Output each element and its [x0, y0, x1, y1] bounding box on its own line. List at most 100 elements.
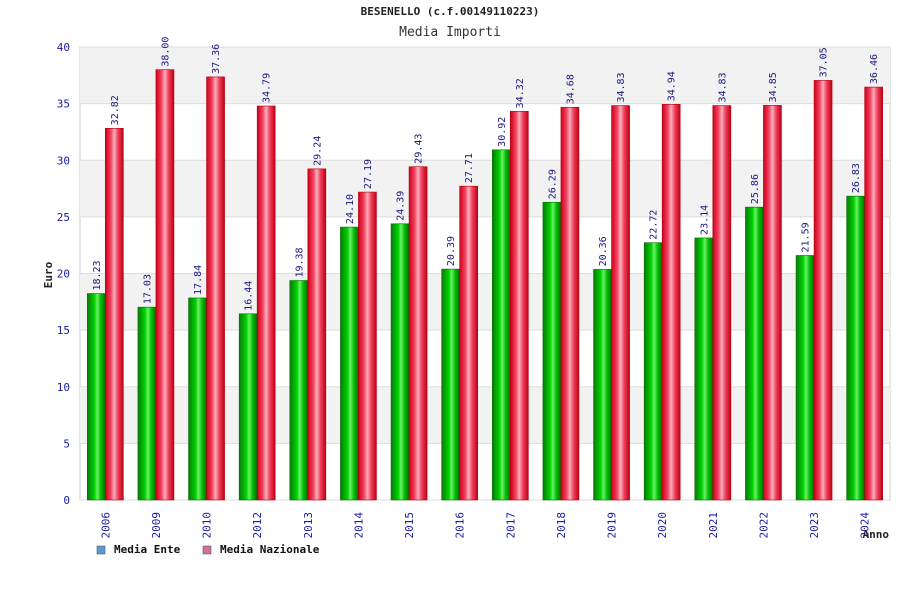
value-label: 18.23 — [92, 260, 103, 290]
value-label: 29.24 — [312, 136, 323, 166]
bar-media-ente-2016 — [441, 268, 460, 501]
chart-subtitle: Media Importi — [399, 25, 501, 40]
value-label: 34.83 — [717, 72, 728, 102]
value-label: 25.86 — [750, 174, 761, 204]
value-label: 30.92 — [497, 117, 508, 147]
legend-label-media-ente: Media Ente — [114, 543, 181, 556]
x-tick-label: 2015 — [403, 512, 416, 539]
bar-media-nazionale-2017 — [510, 111, 529, 501]
value-label: 17.03 — [142, 274, 153, 304]
bar-media-nazionale-2023 — [813, 80, 833, 501]
bar-media-nazionale-2021 — [712, 105, 732, 501]
bar-media-ente-2021 — [694, 237, 714, 501]
value-labels: 18.23 32.82 17.03 38.00 17.84 37.36 16.44 34.79… — [92, 37, 880, 311]
bar-media-nazionale-2013 — [307, 168, 327, 501]
value-label: 34.32 — [515, 78, 526, 108]
value-label: 27.19 — [363, 159, 374, 189]
bar-media-ente-2020 — [643, 242, 663, 501]
x-tick-label: 2019 — [606, 512, 619, 539]
value-label: 37.05 — [819, 47, 830, 77]
value-label: 38.00 — [160, 37, 171, 67]
value-label: 24.39 — [396, 191, 407, 221]
value-label: 36.46 — [869, 54, 880, 84]
value-label: 19.38 — [294, 247, 305, 277]
bar-media-ente-2022 — [745, 206, 764, 501]
x-tick-label: 2014 — [352, 512, 365, 539]
value-label: 29.43 — [414, 134, 425, 164]
x-tick-label: 2020 — [656, 512, 669, 539]
x-tick-label: 2024 — [859, 512, 872, 539]
value-label: 24.10 — [345, 194, 356, 224]
bar-media-ente-2013 — [289, 280, 309, 501]
legend-label-media-nazionale: Media Nazionale — [220, 543, 320, 556]
value-label: 34.83 — [616, 72, 627, 102]
value-label: 37.36 — [211, 44, 222, 74]
x-tick-label: 2012 — [251, 512, 264, 539]
y-tick-label: 20 — [57, 268, 70, 281]
bar-media-nazionale-2012 — [256, 105, 276, 501]
x-tick-label: 2009 — [150, 512, 163, 539]
y-tick-label: 40 — [57, 41, 70, 54]
y-tick-label: 10 — [57, 381, 70, 394]
x-tick-label: 2013 — [302, 512, 315, 539]
bar-media-nazionale-2010 — [206, 76, 225, 501]
x-tick-label: 2022 — [757, 512, 770, 539]
value-label: 22.72 — [649, 210, 660, 240]
x-axis-ticks: 2006 2009 2010 2012 2013 2014 2015 2016 2017 2018… — [99, 512, 871, 539]
value-label: 26.83 — [851, 163, 862, 193]
bar-media-nazionale-2014 — [358, 191, 377, 501]
bar-media-ente-2015 — [390, 223, 410, 501]
bar-media-ente-2018 — [542, 201, 562, 501]
bar-media-ente-2017 — [492, 149, 511, 501]
y-axis-title: Euro — [42, 261, 55, 288]
value-label: 20.36 — [598, 236, 609, 266]
value-label: 34.94 — [667, 71, 678, 101]
bar-media-nazionale-2009 — [155, 69, 175, 501]
x-axis-title: Anno — [863, 528, 890, 541]
bar-media-ente-2010 — [188, 297, 207, 501]
x-tick-label: 2006 — [99, 512, 112, 539]
bar-media-ente-2024 — [846, 195, 865, 501]
value-label: 21.59 — [801, 222, 812, 252]
bar-media-nazionale-2024 — [864, 86, 883, 501]
value-label: 23.14 — [699, 205, 710, 235]
x-tick-label: 2023 — [808, 512, 821, 539]
y-tick-label: 25 — [57, 211, 70, 224]
bar-media-ente-2023 — [795, 255, 815, 501]
x-tick-label: 2018 — [555, 512, 568, 539]
bar-media-ente-2009 — [137, 306, 157, 501]
bar-media-nazionale-2016 — [459, 185, 478, 501]
legend-swatch-media-ente — [96, 545, 106, 555]
bar-media-nazionale-2006 — [105, 128, 124, 501]
bar-media-ente-2014 — [340, 226, 359, 501]
legend: Media Ente Media Nazionale — [96, 543, 320, 556]
legend-swatch-media-nazionale — [202, 545, 212, 555]
value-label: 34.85 — [768, 72, 779, 102]
value-label: 20.39 — [446, 236, 457, 266]
value-label: 26.29 — [547, 169, 558, 199]
y-tick-label: 15 — [57, 324, 70, 337]
value-label: 16.44 — [244, 281, 255, 311]
x-tick-label: 2021 — [707, 512, 720, 539]
y-axis-ticks: 0 5 10 15 20 25 30 35 40 — [57, 41, 70, 507]
bar-media-nazionale-2019 — [611, 105, 630, 501]
value-label: 34.79 — [262, 73, 273, 103]
value-label: 17.84 — [193, 265, 204, 295]
bar-media-nazionale-2018 — [560, 106, 580, 501]
bar-media-nazionale-2020 — [661, 104, 681, 501]
value-label: 32.82 — [110, 95, 121, 125]
y-tick-label: 5 — [63, 437, 70, 450]
value-label: 27.71 — [464, 153, 475, 183]
bar-media-nazionale-2015 — [408, 166, 428, 501]
bar-media-ente-2006 — [87, 293, 106, 501]
bar-media-nazionale-2022 — [763, 105, 782, 501]
bar-media-ente-2012 — [238, 313, 258, 501]
bars — [87, 69, 883, 501]
chart-title: BESENELLO (c.f.00149110223) — [360, 5, 540, 18]
x-tick-label: 2010 — [201, 512, 214, 539]
y-tick-label: 30 — [57, 154, 70, 167]
value-label: 34.68 — [565, 74, 576, 104]
y-tick-label: 0 — [63, 494, 70, 507]
x-tick-label: 2016 — [454, 512, 467, 539]
